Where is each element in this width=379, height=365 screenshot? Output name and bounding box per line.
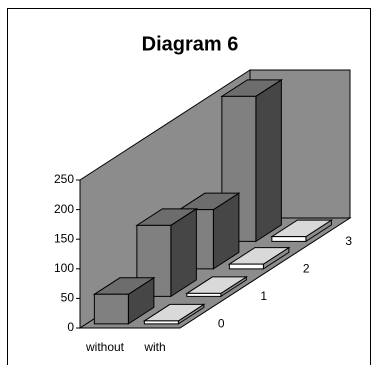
bar <box>92 276 156 325</box>
y-tick-label: 150 <box>54 231 74 245</box>
bar-front <box>228 263 264 270</box>
x-tick-label: without <box>85 340 125 354</box>
x-tick-label: with <box>143 340 165 354</box>
bar-front <box>93 293 129 325</box>
bar-side <box>255 78 282 243</box>
depth-label: 2 <box>303 261 310 275</box>
bar <box>270 219 334 243</box>
y-tick-label: 50 <box>61 291 75 305</box>
bar <box>142 303 206 325</box>
bar-front <box>186 292 222 297</box>
bar <box>185 275 249 298</box>
y-tick-label: 100 <box>54 261 74 275</box>
y-tick-label: 0 <box>67 320 74 334</box>
plot-area: 0 50 100 150 200 250 without with 0 1 2 3 <box>54 69 352 354</box>
y-tick-label: 200 <box>54 202 74 216</box>
y-tick-label: 250 <box>54 172 74 186</box>
bar-front <box>271 236 307 242</box>
depth-label: 0 <box>218 316 225 330</box>
chart-title: Diagram 6 <box>142 33 239 55</box>
bar <box>227 246 291 270</box>
depth-label: 3 <box>345 234 352 248</box>
depth-label: 1 <box>260 289 267 303</box>
bar-front <box>143 320 179 325</box>
